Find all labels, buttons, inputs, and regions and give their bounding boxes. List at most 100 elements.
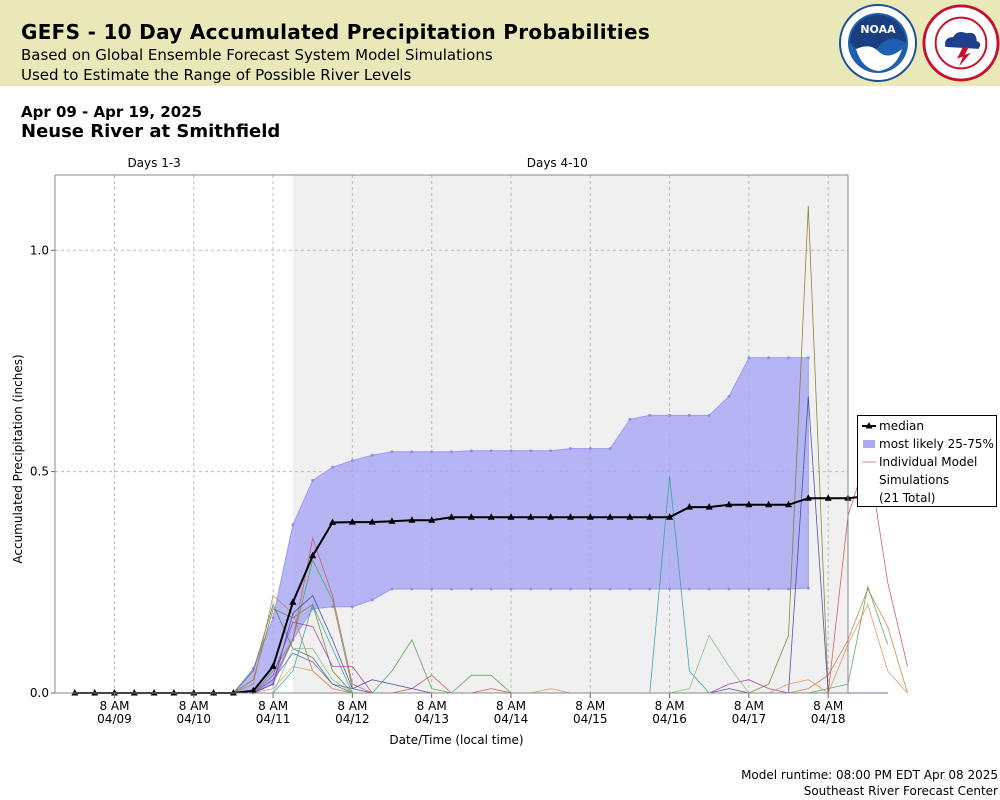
legend-members-label-2: Simulations xyxy=(879,473,950,487)
median-point xyxy=(289,598,297,605)
median-point xyxy=(646,513,654,520)
x-tick-label-time: 8 AM xyxy=(734,699,764,713)
band-lower-point xyxy=(331,605,335,609)
probability-band-25-75 xyxy=(232,357,809,694)
band-upper-point xyxy=(430,450,434,454)
band-upper-point xyxy=(608,447,612,451)
band-lower-point xyxy=(549,587,553,591)
y-axis-label: Accumulated Precipitation (inches) xyxy=(11,354,25,563)
median-point xyxy=(785,500,792,508)
band-upper-point xyxy=(311,478,315,482)
y-tick-label: 0.0 xyxy=(30,686,49,700)
header-banner: GEFS - 10 Day Accumulated Precipitation … xyxy=(0,0,1000,86)
band-upper-point xyxy=(450,450,453,454)
band-lower-point xyxy=(450,587,453,591)
y-tick-label: 0.5 xyxy=(30,465,49,479)
median-point xyxy=(765,500,773,508)
band-upper-point xyxy=(271,616,275,620)
band-upper-point xyxy=(687,413,691,417)
median-point xyxy=(428,516,436,523)
x-tick-label-time: 8 AM xyxy=(258,699,288,713)
median-point xyxy=(745,500,753,508)
x-tick-label-date: 04/16 xyxy=(652,712,687,726)
legend-band-symbol xyxy=(863,440,875,448)
median-point xyxy=(685,503,693,510)
x-tick-label-time: 8 AM xyxy=(179,699,209,713)
median-point xyxy=(111,689,118,696)
legend-band-label: most likely 25-75% xyxy=(879,437,994,451)
x-tick-label-time: 8 AM xyxy=(655,699,685,713)
legend-members-label-3: (21 Total) xyxy=(879,491,936,505)
period-label-days-4-10: Days 4-10 xyxy=(527,156,588,170)
band-lower-point xyxy=(568,587,572,591)
band-upper-point xyxy=(806,356,810,360)
plot-frame xyxy=(54,174,849,694)
band-lower-point xyxy=(806,586,810,590)
band-upper-point xyxy=(331,465,335,469)
band-lower-point xyxy=(489,587,493,591)
band-lower-point xyxy=(767,587,771,591)
band-upper-point xyxy=(707,413,711,417)
band-upper-point xyxy=(410,450,414,454)
median-point xyxy=(547,513,555,520)
median-point xyxy=(705,503,713,510)
band-upper-point xyxy=(588,447,592,451)
band-upper-point xyxy=(648,413,652,417)
noaa-logo-text: NOAA xyxy=(860,23,896,36)
noaa-logo: NOAA xyxy=(839,4,917,82)
forecast-center: Southeast River Forecast Center xyxy=(803,784,998,798)
band-upper-point xyxy=(291,523,295,527)
band-lower-point xyxy=(787,587,791,591)
median-point xyxy=(130,689,138,696)
y-tick-label: 1.0 xyxy=(30,243,49,257)
median-point xyxy=(388,517,396,524)
legend-members-label: Individual Model xyxy=(879,455,978,469)
band-upper-point xyxy=(727,394,731,398)
page-subtitle-1: Based on Global Ensemble Forecast System… xyxy=(21,46,493,64)
band-lower-point xyxy=(687,587,691,591)
model-runtime: Model runtime: 08:00 PM EDT Apr 08 2025 xyxy=(741,768,998,782)
x-tick-label-date: 04/09 xyxy=(97,712,132,726)
x-tick-label-time: 8 AM xyxy=(496,699,526,713)
band-lower-point xyxy=(747,587,751,591)
x-tick-label-time: 8 AM xyxy=(337,699,367,713)
median-point xyxy=(368,518,376,525)
band-lower-point xyxy=(588,587,592,591)
median-point xyxy=(507,513,515,520)
x-tick-label-date: 04/15 xyxy=(573,712,608,726)
median-point xyxy=(170,689,178,696)
median-point xyxy=(71,689,79,696)
x-tick-label-date: 04/10 xyxy=(176,712,211,726)
band-lower-point xyxy=(350,605,354,609)
median-point xyxy=(249,686,257,694)
page-title: GEFS - 10 Day Accumulated Precipitation … xyxy=(21,20,651,44)
median-point xyxy=(210,689,218,696)
band-lower-point xyxy=(707,587,711,591)
x-tick-label-date: 04/11 xyxy=(256,712,291,726)
band-upper-point xyxy=(489,449,493,453)
date-range: Apr 09 - Apr 19, 2025 xyxy=(21,103,203,121)
nws-logo xyxy=(922,4,1000,82)
legend-median-symbol xyxy=(862,422,876,429)
x-tick-label-time: 8 AM xyxy=(417,699,447,713)
median-point xyxy=(626,513,634,520)
band-upper-point xyxy=(747,356,751,360)
x-tick-label-time: 8 AM xyxy=(813,699,843,713)
median-point xyxy=(269,662,277,669)
page-subtitle-2: Used to Estimate the Range of Possible R… xyxy=(21,66,412,84)
x-tick-label-time: 8 AM xyxy=(99,699,129,713)
band-upper-point xyxy=(568,447,572,451)
band-lower-point xyxy=(469,587,473,591)
median-point xyxy=(190,689,198,696)
band-lower-point xyxy=(727,587,731,591)
median-point xyxy=(606,513,614,520)
x-tick-label-date: 04/18 xyxy=(811,712,846,726)
band-upper-point xyxy=(529,449,533,453)
band-upper-point xyxy=(787,356,791,360)
median-point xyxy=(804,494,812,501)
chart-legend: median most likely 25-75% Individual Mod… xyxy=(857,415,997,507)
band-upper-point xyxy=(668,413,672,417)
median-point xyxy=(91,689,99,696)
median-point xyxy=(487,513,495,520)
